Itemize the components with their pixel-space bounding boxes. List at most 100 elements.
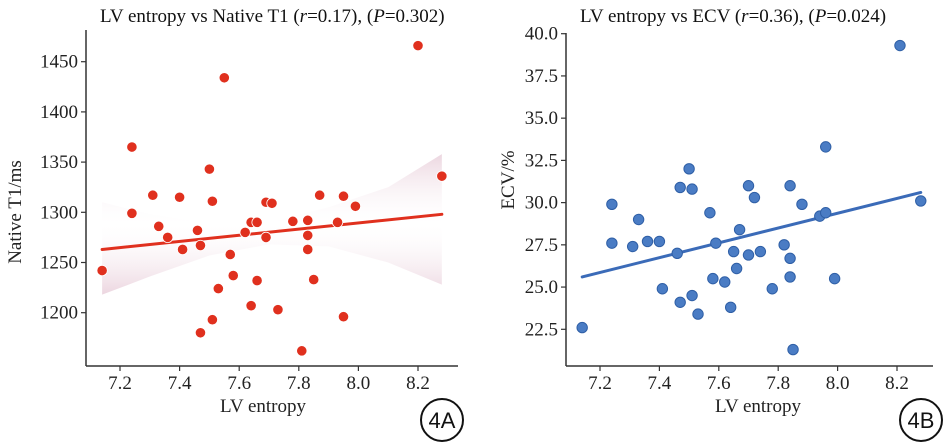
data-point — [742, 180, 755, 192]
data-point — [778, 239, 790, 251]
data-point — [710, 237, 722, 249]
data-point — [251, 216, 263, 228]
data-point — [742, 249, 755, 261]
data-point — [302, 214, 314, 226]
y-tick-label: 22.5 — [525, 319, 558, 340]
regression-line — [100, 212, 444, 251]
data-point — [754, 245, 767, 258]
data-point — [349, 200, 362, 212]
y-tick-label: 1250 — [40, 253, 78, 274]
data-point — [626, 240, 639, 253]
y-tick-label: 1300 — [40, 202, 78, 223]
data-point — [412, 40, 424, 52]
y-tick-label: 35.0 — [525, 108, 558, 129]
data-point — [206, 195, 218, 207]
chart-4a: 7.2 7.4 7.6 7.8 8.0 8.2 1200 1250 1300 1350 1400 14… — [5, 6, 464, 442]
data-point — [126, 141, 138, 153]
data-point — [296, 345, 308, 357]
data-point — [337, 190, 350, 202]
data-point — [727, 245, 740, 258]
data-point — [787, 343, 799, 356]
y-axis-label: ECV/% — [498, 150, 519, 209]
panel-label-text: 4B — [908, 408, 935, 433]
data-point — [302, 243, 314, 256]
panel-label: 4B — [899, 398, 943, 442]
y-tick-label: 30.0 — [525, 193, 558, 214]
y-tick-label: 27.5 — [525, 235, 558, 256]
data-point — [212, 283, 224, 295]
x-tick-label: 8.0 — [826, 373, 850, 394]
data-point — [194, 327, 207, 339]
y-tick-label: 40.0 — [525, 24, 558, 45]
data-point — [206, 314, 218, 326]
data-point — [692, 308, 704, 320]
chart-title: LV entropy vs ECV (r=0.36), (P=0.024) — [580, 6, 886, 27]
x-axis-label: LV entropy — [220, 396, 307, 417]
data-point — [96, 264, 108, 277]
panel-label: 4A — [420, 398, 464, 442]
data-point — [251, 274, 263, 287]
data-point — [606, 237, 618, 249]
y-tick-label: 1350 — [40, 152, 78, 173]
data-point — [126, 207, 138, 219]
data-point — [302, 229, 314, 241]
x-tick-label: 8.2 — [406, 373, 430, 394]
data-point — [686, 183, 698, 195]
data-point — [820, 141, 832, 153]
data-point — [224, 248, 236, 261]
data-point — [194, 239, 207, 252]
data-point — [733, 223, 746, 236]
data-point — [828, 272, 841, 285]
panel-label-text: 4A — [429, 408, 456, 433]
panel-label-circle — [899, 398, 943, 442]
data-point — [748, 191, 761, 204]
data-point — [894, 39, 906, 52]
x-tick-label: 8.0 — [347, 373, 371, 394]
data-point — [260, 231, 272, 243]
x-tick-label: 8.2 — [885, 373, 909, 394]
x-axis-label: LV entropy — [715, 396, 802, 417]
data-point — [686, 289, 698, 302]
data-point — [656, 283, 669, 295]
chart-title: LV entropy vs Native T1 (r=0.17), (P=0.3… — [100, 6, 445, 27]
data-point — [632, 213, 645, 226]
data-point — [272, 304, 284, 316]
data-point — [191, 224, 204, 236]
x-tick-label: 7.2 — [108, 373, 132, 394]
data-point — [436, 170, 448, 182]
data-point — [784, 180, 796, 192]
data-point — [174, 191, 186, 203]
data-point — [724, 301, 737, 314]
data-point — [653, 235, 666, 248]
data-point — [707, 272, 719, 285]
data-point — [704, 207, 716, 219]
data-point — [266, 197, 278, 209]
data-point — [683, 163, 695, 175]
data-point — [227, 269, 239, 282]
x-tick-label: 7.6 — [227, 373, 251, 394]
data-point — [606, 198, 618, 211]
data-point — [784, 252, 796, 265]
y-tick-label: 1200 — [40, 303, 78, 324]
data-point — [331, 216, 344, 228]
data-point — [576, 321, 588, 334]
data-point — [337, 311, 350, 323]
data-point — [147, 189, 159, 201]
y-tick-label: 1400 — [40, 102, 78, 123]
x-tick-label: 7.2 — [588, 373, 612, 394]
data-point — [162, 231, 174, 243]
y-tick-label: 1450 — [40, 52, 78, 73]
data-point — [915, 195, 927, 207]
data-point — [308, 273, 320, 286]
data-point — [218, 72, 230, 84]
x-tick-label: 7.8 — [287, 373, 311, 394]
data-point — [314, 189, 326, 201]
y-axis-label: Native T1/ms — [5, 160, 26, 264]
data-point — [766, 283, 778, 295]
confidence-band — [102, 154, 442, 295]
x-tick-label: 7.6 — [707, 373, 731, 394]
data-point — [820, 207, 832, 219]
x-tick-label: 7.8 — [766, 373, 790, 394]
data-point — [641, 235, 654, 248]
